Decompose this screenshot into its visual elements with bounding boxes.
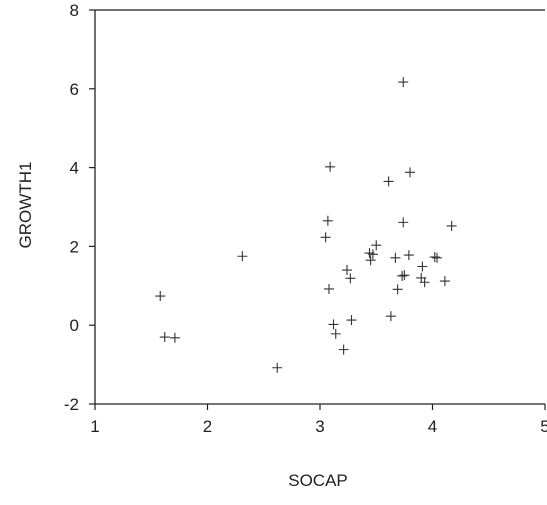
- y-tick-label: 6: [70, 80, 79, 99]
- data-point: [429, 252, 440, 263]
- data-point: [159, 332, 170, 343]
- y-axis-label: GROWTH1: [16, 162, 35, 249]
- data-point: [439, 276, 450, 287]
- data-point: [399, 270, 410, 281]
- x-tick-label: 4: [428, 417, 437, 436]
- data-point: [403, 250, 414, 261]
- x-tick-label: 3: [315, 417, 324, 436]
- plot-frame: [94, 9, 545, 405]
- data-point: [328, 319, 339, 330]
- data-point: [272, 362, 283, 373]
- data-point: [390, 252, 401, 263]
- y-tick-label: 8: [70, 1, 79, 20]
- data-point: [346, 315, 357, 326]
- y-tick-label: 0: [70, 316, 79, 335]
- x-tick-label: 2: [203, 417, 212, 436]
- data-point: [385, 311, 396, 322]
- data-point: [169, 332, 180, 343]
- data-point: [398, 77, 409, 88]
- data-point: [155, 291, 166, 302]
- y-axis-ticks: -2 0 2 4 6 8: [64, 1, 95, 414]
- data-point: [397, 270, 408, 281]
- data-point: [383, 176, 394, 187]
- data-point: [237, 251, 248, 262]
- data-point: [338, 344, 349, 355]
- data-point: [432, 252, 442, 263]
- y-tick-label: -2: [64, 395, 79, 414]
- data-point: [330, 328, 341, 339]
- x-tick-label: 5: [540, 417, 547, 436]
- x-tick-label: 1: [90, 417, 99, 436]
- data-point: [345, 273, 356, 284]
- data-point: [419, 277, 430, 288]
- data-point: [367, 249, 378, 260]
- data-point: [325, 161, 336, 172]
- data-point: [342, 265, 352, 276]
- data-point: [320, 232, 331, 243]
- data-point: [392, 284, 403, 295]
- data-point: [371, 240, 382, 251]
- data-point: [417, 261, 428, 272]
- y-tick-label: 2: [70, 237, 79, 256]
- data-point: [405, 167, 415, 178]
- data-point: [324, 283, 334, 294]
- x-axis-ticks: 1 2 3 4 5: [90, 404, 547, 436]
- x-axis-label: SOCAP: [288, 471, 348, 490]
- y-tick-label: 4: [70, 159, 79, 178]
- data-point: [446, 220, 457, 231]
- data-point: [322, 215, 333, 226]
- data-points: [155, 77, 457, 373]
- data-point: [398, 217, 409, 228]
- data-point: [365, 255, 376, 266]
